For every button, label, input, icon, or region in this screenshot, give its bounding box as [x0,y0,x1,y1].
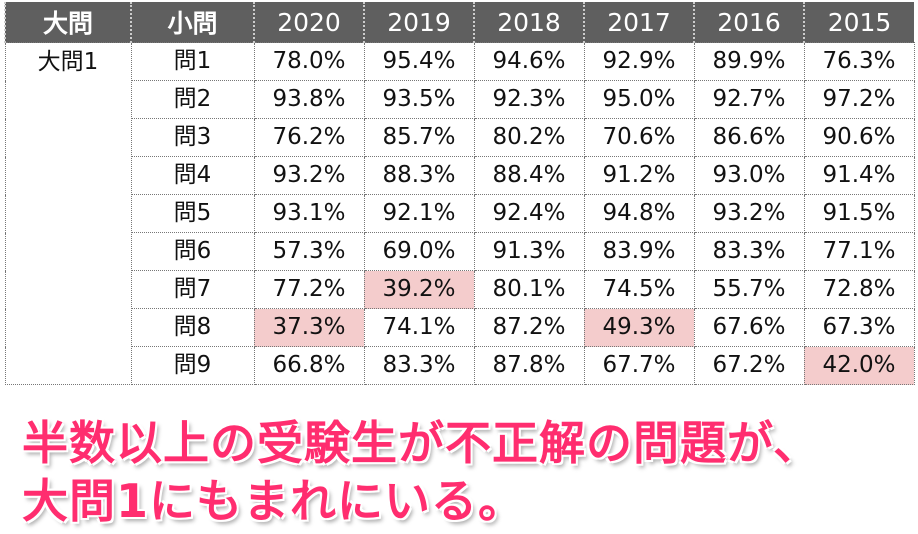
rate-cell: 80.1% [473,270,585,309]
rate-cell: 91.4% [803,156,915,195]
rate-cell: 74.5% [583,270,695,309]
table-row: 問9 66.8% 83.3% 87.8% 67.7% 67.2% 42.0% [5,346,915,385]
rate-cell: 91.5% [803,194,915,233]
rate-cell: 67.2% [693,346,805,385]
group-cell: 大問1 [4,42,132,385]
rate-cell: 93.1% [253,194,365,233]
rate-cell: 83.9% [583,232,695,271]
rate-cell: 76.2% [253,118,365,157]
rate-cell: 91.3% [473,232,585,271]
rate-cell: 89.9% [693,42,805,81]
rate-cell: 57.3% [253,232,365,271]
caption-line-2: 大問1にもまれにいる。 [22,474,526,528]
correct-rate-table: 大問 小問 2020 2019 2018 2017 2016 2015 大問1 問1 78.0% 9… [4,2,915,385]
header-year: 2015 [803,2,914,43]
rate-cell: 85.7% [363,118,475,157]
rate-cell: 72.8% [803,270,915,309]
rate-cell: 93.2% [693,194,805,233]
table-row: 問8 37.3% 74.1% 87.2% 49.3% 67.6% 67.3% [5,308,915,347]
table-row: 問7 77.2% 39.2% 80.1% 74.5% 55.7% 72.8% [5,270,915,309]
rate-cell: 87.2% [473,308,585,347]
rate-cell: 78.0% [253,42,365,81]
rate-cell: 55.7% [693,270,805,309]
sub-question-cell: 問2 [130,80,255,119]
table-row: 問2 93.8% 93.5% 92.3% 95.0% 92.7% 97.2% [5,80,915,119]
header-year: 2020 [253,2,364,43]
header-sub-question: 小問 [130,2,254,43]
rate-cell: 90.6% [803,118,915,157]
rate-cell: 93.2% [253,156,365,195]
table-row: 問5 93.1% 92.1% 92.4% 94.8% 93.2% 91.5% [5,194,915,233]
rate-cell: 97.2% [803,80,915,119]
rate-cell: 77.1% [803,232,915,271]
rate-cell: 95.0% [583,80,695,119]
rate-cell: 92.4% [473,194,585,233]
sub-question-cell: 問5 [130,194,255,233]
table-row: 問4 93.2% 88.3% 88.4% 91.2% 93.0% 91.4% [5,156,915,195]
rate-cell: 86.6% [693,118,805,157]
rate-cell: 88.3% [363,156,475,195]
sub-question-cell: 問8 [130,308,255,347]
highlighted-rate-cell: 37.3% [253,308,365,347]
rate-cell: 83.3% [693,232,805,271]
rate-cell: 80.2% [473,118,585,157]
rate-cell: 93.5% [363,80,475,119]
table-row: 大問1 問1 78.0% 95.4% 94.6% 92.9% 89.9% 76.3% [4,42,915,385]
table-row: 問3 76.2% 85.7% 80.2% 70.6% 86.6% 90.6% [5,118,915,157]
rate-cell: 83.3% [363,346,475,385]
header-question: 大問 [4,2,131,43]
rate-cell: 93.0% [693,156,805,195]
rate-cell: 93.8% [253,80,365,119]
rate-cell: 74.1% [363,308,475,347]
rate-cell: 92.9% [583,42,695,81]
table-header: 大問 小問 2020 2019 2018 2017 2016 2015 [4,2,914,43]
rate-cell: 67.7% [583,346,695,385]
rate-cell: 95.4% [363,42,475,81]
rate-cell: 70.6% [583,118,695,157]
sub-question-cell: 問1 [130,42,255,81]
sub-question-cell: 問3 [130,118,255,157]
rate-cell: 92.7% [693,80,805,119]
rate-cell: 91.2% [583,156,695,195]
rate-cell: 77.2% [253,270,365,309]
rate-cell: 88.4% [473,156,585,195]
header-year: 2018 [473,2,584,43]
sub-question-cell: 問4 [130,156,255,195]
table-row: 問6 57.3% 69.0% 91.3% 83.9% 83.3% 77.1% [5,232,915,271]
rate-cell: 67.6% [693,308,805,347]
highlighted-rate-cell: 42.0% [803,346,915,385]
rate-cell: 66.8% [253,346,365,385]
rate-cell: 69.0% [363,232,475,271]
highlighted-rate-cell: 49.3% [583,308,695,347]
rate-cell: 94.8% [583,194,695,233]
rate-cell: 94.6% [473,42,585,81]
rate-cell: 87.8% [473,346,585,385]
rate-cell: 76.3% [803,42,915,81]
header-year: 2019 [363,2,474,43]
highlighted-rate-cell: 39.2% [363,270,475,309]
sub-question-cell: 問9 [130,346,255,385]
sub-question-cell: 問7 [130,270,255,309]
rate-cell: 92.3% [473,80,585,119]
header-year: 2017 [583,2,694,43]
rate-cell: 67.3% [803,308,915,347]
sub-question-cell: 問6 [130,232,255,271]
caption-line-1: 半数以上の受験生が不正解の問題が、 [22,416,821,470]
header-year: 2016 [693,2,804,43]
rate-cell: 92.1% [363,194,475,233]
